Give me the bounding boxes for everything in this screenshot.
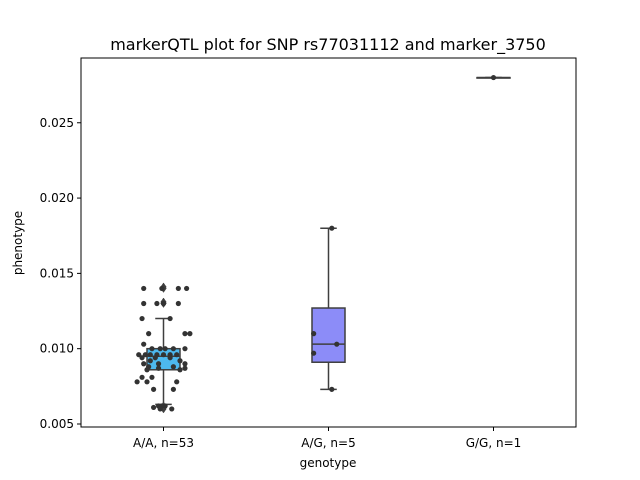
y-axis-label: phenotype bbox=[11, 211, 25, 275]
data-point bbox=[151, 404, 157, 411]
data-point bbox=[174, 379, 180, 385]
data-point bbox=[149, 374, 155, 380]
data-point bbox=[144, 379, 150, 385]
box-group bbox=[311, 227, 346, 391]
x-tick-label: G/G, n=1 bbox=[466, 436, 522, 450]
y-tick-label: 0.010 bbox=[40, 342, 74, 356]
chart-title: markerQTL plot for SNP rs77031112 and ma… bbox=[110, 35, 546, 55]
data-point bbox=[170, 346, 176, 352]
data-point bbox=[182, 346, 188, 352]
data-point bbox=[167, 315, 173, 322]
y-tick-label: 0.015 bbox=[40, 266, 74, 280]
data-point bbox=[147, 358, 153, 364]
data-point bbox=[170, 364, 176, 370]
data-point bbox=[141, 285, 147, 292]
data-point bbox=[149, 346, 155, 352]
data-point bbox=[146, 331, 152, 337]
data-point bbox=[182, 331, 188, 337]
data-point bbox=[175, 285, 181, 292]
data-point bbox=[154, 300, 160, 307]
data-point bbox=[329, 386, 335, 392]
data-point bbox=[139, 315, 145, 322]
box bbox=[311, 307, 346, 363]
data-point bbox=[139, 374, 145, 380]
data-point bbox=[160, 300, 167, 307]
y-tick-label: 0.020 bbox=[40, 191, 74, 205]
x-axis-label: genotype bbox=[300, 456, 357, 470]
data-point bbox=[134, 379, 140, 385]
data-point bbox=[147, 352, 153, 358]
data-point bbox=[136, 352, 142, 358]
x-tick-label: A/A, n=53 bbox=[133, 436, 194, 450]
data-point bbox=[170, 386, 176, 392]
y-tick-label: 0.005 bbox=[40, 417, 74, 431]
data-point bbox=[162, 346, 168, 352]
data-point bbox=[144, 367, 150, 373]
data-point bbox=[141, 361, 147, 367]
data-point bbox=[490, 74, 497, 81]
y-axis: 0.005 0.010 0.015 0.020 0.025 bbox=[40, 116, 81, 431]
y-tick-label: 0.025 bbox=[40, 116, 74, 130]
data-point bbox=[162, 403, 168, 409]
data-point bbox=[159, 285, 165, 292]
plot-frame bbox=[80, 57, 577, 428]
data-point bbox=[160, 352, 167, 358]
data-point bbox=[177, 358, 183, 364]
data-point bbox=[151, 386, 157, 392]
data-point bbox=[142, 352, 148, 358]
x-tick-label: A/G, n=5 bbox=[301, 436, 355, 450]
data-point bbox=[155, 365, 162, 371]
data-point bbox=[177, 367, 183, 373]
data-point bbox=[334, 341, 340, 347]
data-point bbox=[311, 331, 317, 337]
plot-marks bbox=[134, 74, 511, 414]
data-point bbox=[329, 225, 335, 231]
data-point bbox=[174, 352, 180, 358]
data-point bbox=[187, 331, 193, 337]
data-point bbox=[157, 406, 163, 412]
data-point bbox=[139, 355, 145, 361]
data-point bbox=[141, 341, 147, 347]
data-point bbox=[182, 361, 188, 367]
data-point bbox=[175, 300, 181, 307]
data-point bbox=[141, 300, 147, 307]
data-point bbox=[169, 406, 175, 412]
data-point bbox=[155, 361, 162, 367]
data-point bbox=[311, 350, 317, 356]
data-point bbox=[157, 346, 163, 352]
x-axis: A/A, n=53 A/G, n=5 G/G, n=1 bbox=[133, 427, 521, 450]
data-point bbox=[184, 285, 190, 292]
data-point bbox=[167, 355, 173, 361]
data-point bbox=[152, 355, 158, 361]
data-point bbox=[182, 365, 188, 371]
